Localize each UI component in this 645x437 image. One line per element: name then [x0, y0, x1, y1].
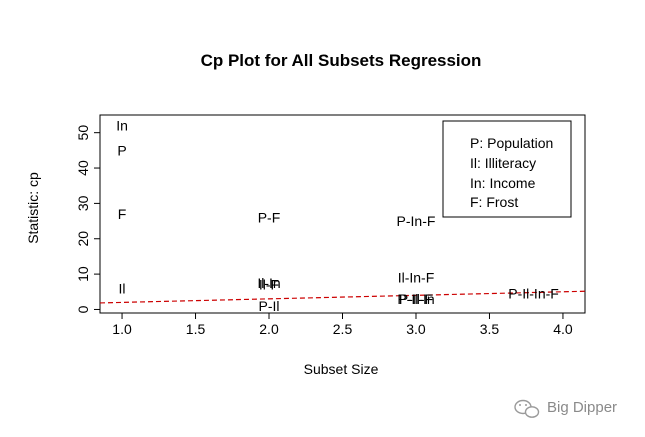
x-tick-label: 3.5 [480, 321, 500, 337]
legend-entry: P: Population [470, 135, 553, 151]
point-label: F [118, 206, 127, 222]
legend-entry: Il: Illiteracy [470, 155, 536, 171]
y-tick-label: 0 [75, 305, 91, 313]
x-axis-label: Subset Size [304, 361, 379, 377]
x-tick-label: 2.5 [333, 321, 353, 337]
y-tick-label: 30 [75, 195, 91, 211]
point-label: P-Il-F [399, 291, 433, 307]
point-label: P [117, 142, 126, 158]
point-label: Il-F [259, 277, 279, 293]
reference-line [99, 290, 586, 304]
y-tick-label: 10 [75, 266, 91, 282]
y-axis-label: Statistic: cp [25, 172, 41, 244]
legend-entry: In: Income [470, 175, 536, 191]
watermark-text: Big Dipper [547, 399, 617, 416]
x-tick-label: 4.0 [553, 321, 573, 337]
legend-box [442, 120, 572, 218]
y-tick-label: 40 [75, 160, 91, 176]
watermark: Big Dipper [514, 399, 617, 418]
point-label: P-Il-In [397, 291, 434, 307]
point-label: P-F [258, 210, 281, 226]
legend: P: Population Il: Illiteracy In: Income … [442, 120, 572, 218]
x-tick-label: 2.0 [259, 321, 279, 337]
point-label: In [116, 118, 128, 134]
point-label: P-Il-In-F [508, 286, 559, 302]
chart-title: Cp Plot for All Subsets Regression [201, 51, 482, 70]
y-axis: 0 10 20 30 40 50 [75, 125, 101, 313]
x-axis: 1.0 1.5 2.0 2.5 3.0 3.5 4.0 [112, 312, 573, 337]
point-label: P-Il [259, 298, 280, 314]
point-label: P-In-F [397, 213, 436, 229]
x-tick-label: 1.5 [186, 321, 206, 337]
y-tick-label: 50 [75, 125, 91, 141]
wechat-icon [514, 399, 540, 418]
point-label: Il [119, 280, 126, 296]
x-tick-label: 3.0 [406, 321, 426, 337]
x-tick-label: 1.0 [112, 321, 132, 337]
point-label: Il-In-F [398, 270, 435, 286]
legend-entry: F: Frost [470, 194, 518, 210]
point-label: Il-In [257, 275, 280, 291]
y-tick-label: 20 [75, 231, 91, 247]
